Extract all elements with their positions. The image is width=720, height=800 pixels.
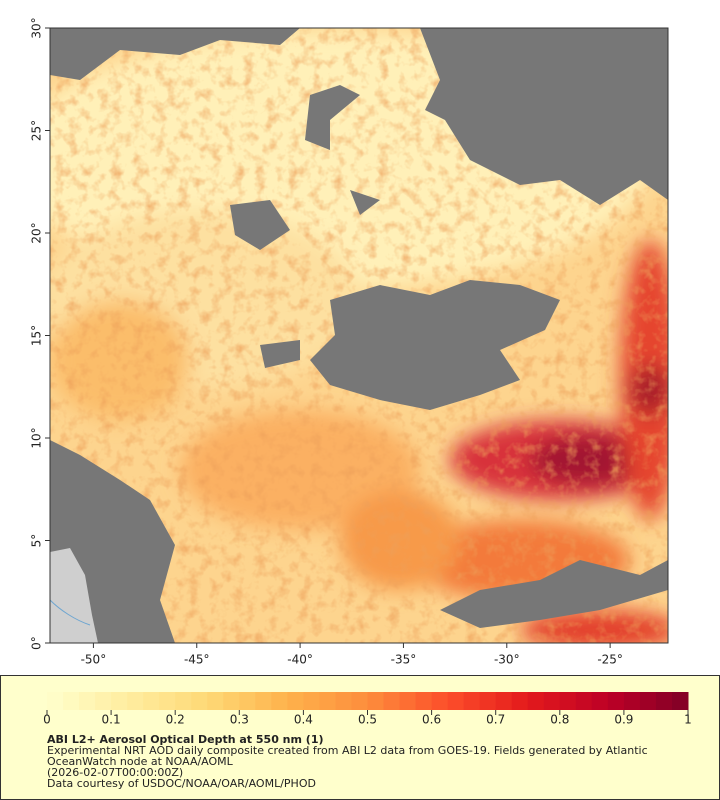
colorbar-segment <box>47 692 64 710</box>
colorbar-segment <box>447 692 465 710</box>
colorbar-segment <box>479 692 497 710</box>
x-tick-label: -50° <box>81 653 107 667</box>
colorbar-segment <box>223 692 240 710</box>
colorbar-segment <box>591 692 609 710</box>
colorbar-segment <box>495 692 513 710</box>
colorbar-segment <box>575 692 593 710</box>
colorbar-segment <box>463 692 481 710</box>
colorbar-segment <box>431 692 449 710</box>
y-tick-label: 10° <box>30 427 44 448</box>
x-tick-label: -25° <box>597 653 623 667</box>
colorbar-segment <box>63 692 80 710</box>
colorbar-segment <box>383 692 401 710</box>
axes: -50° -45° -40° -35° -30° -25° 0° 5° 10° 15° 20° 25°… <box>30 17 623 666</box>
x-tick-label: -30° <box>494 653 520 667</box>
y-tick-label: 0° <box>30 636 44 650</box>
colorbar-segment <box>527 692 545 710</box>
y-tick-label: 5° <box>30 534 44 548</box>
colorbar-tick-label: 0.9 <box>614 713 633 727</box>
colorbar-segment <box>367 692 385 710</box>
y-tick-label: 25° <box>30 120 44 141</box>
colorbar-segment <box>671 692 689 710</box>
colorbar-segment <box>79 692 96 710</box>
y-tick-label: 15° <box>30 325 44 346</box>
colorbar-tick-label: 0.1 <box>102 713 121 727</box>
colorbar-segment <box>111 692 128 710</box>
y-tick-label: 30° <box>30 17 44 38</box>
colorbar-segment <box>143 692 160 710</box>
colorbar-segment <box>559 692 577 710</box>
colorbar-segment <box>607 692 625 710</box>
colorbar-tick-label: 0.3 <box>230 713 249 727</box>
colorbar-tick-label: 0.5 <box>358 713 377 727</box>
colorbar-segment <box>255 692 272 710</box>
colorbar-segment <box>351 692 368 710</box>
x-tick-label: -40° <box>287 653 313 667</box>
colorbar-segment <box>335 692 352 710</box>
legend-title: ABI L2+ Aerosol Optical Depth at 550 nm … <box>47 733 324 746</box>
colorbar-segment <box>287 692 304 710</box>
colorbar-segment <box>511 692 529 710</box>
colorbar-segment <box>639 692 657 710</box>
colorbar-segment <box>207 692 224 710</box>
y-tick-label: 20° <box>30 222 44 243</box>
colorbar-tick-label: 0.4 <box>294 713 313 727</box>
description-line: Experimental NRT AOD daily composite cre… <box>47 744 648 757</box>
colorbar-segment <box>543 692 561 710</box>
colorbar: 0 0.1 0.2 0.3 0.4 0.5 0.6 0.7 0.8 0.9 1 <box>43 692 692 727</box>
colorbar-tick-label: 1 <box>684 713 692 727</box>
description-line: (2026-02-07T00:00:00Z) <box>47 766 183 779</box>
description-line: Data courtesy of USDOC/NOAA/OAR/AOML/PHO… <box>47 777 316 790</box>
colorbar-segment <box>175 692 192 710</box>
colorbar-segment <box>271 692 288 710</box>
colorbar-segment <box>399 692 417 710</box>
description-line: OceanWatch node at NOAA/AOML <box>47 755 234 768</box>
colorbar-tick-label: 0.8 <box>550 713 569 727</box>
colorbar-segment <box>415 692 433 710</box>
colorbar-segment <box>127 692 144 710</box>
colorbar-segment <box>623 692 641 710</box>
colorbar-segment <box>655 692 673 710</box>
colorbar-tick-label: 0.7 <box>486 713 505 727</box>
colorbar-segment <box>159 692 176 710</box>
colorbar-segment <box>319 692 336 710</box>
colorbar-segment <box>239 692 256 710</box>
colorbar-tick-label: 0 <box>43 713 51 727</box>
x-tick-label: -45° <box>184 653 210 667</box>
colorbar-tick-label: 0.2 <box>166 713 185 727</box>
x-tick-label: -35° <box>391 653 417 667</box>
aod-field <box>50 28 668 643</box>
colorbar-segment <box>303 692 320 710</box>
colorbar-segment <box>191 692 208 710</box>
colorbar-segment <box>95 692 112 710</box>
colorbar-tick-label: 0.6 <box>422 713 441 727</box>
